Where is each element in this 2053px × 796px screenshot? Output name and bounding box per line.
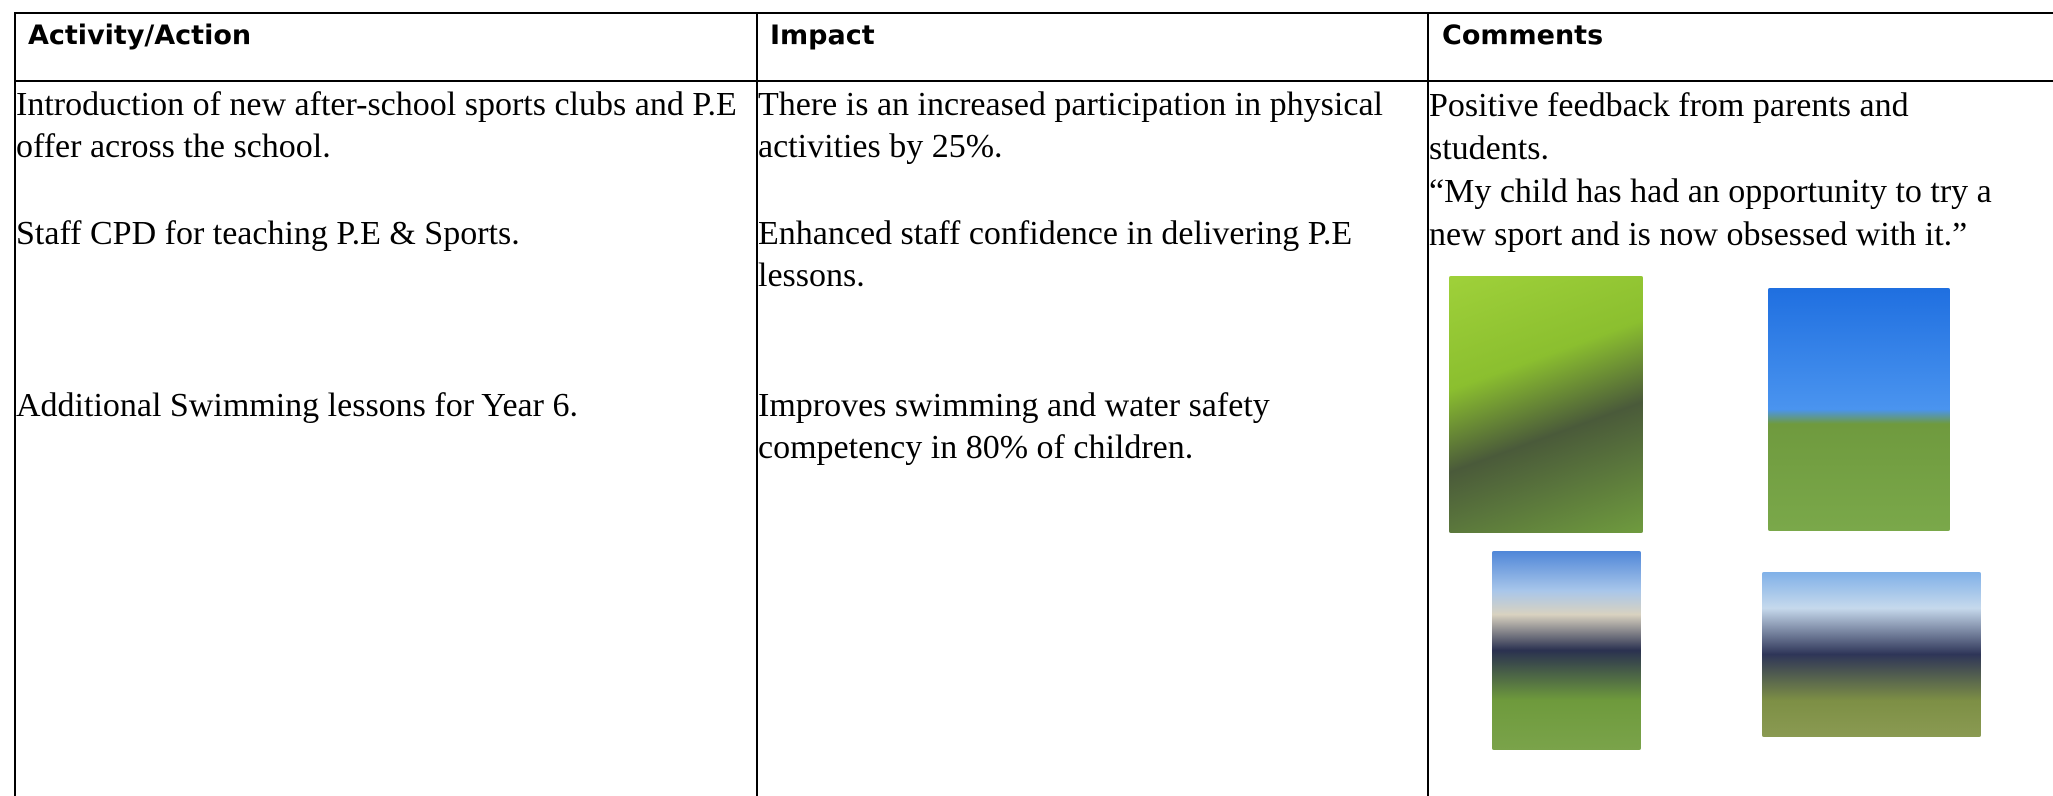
comment: “My child has had an opportunity to try …: [1429, 170, 2053, 256]
header-cell: Impact: [770, 20, 875, 51]
border: [14, 80, 2053, 82]
impact: Enhanced staff confidence in delivering …: [758, 213, 1420, 297]
photo: [1492, 551, 1641, 750]
comment: Positive feedback from parents and stude…: [1429, 84, 1949, 170]
table: Activity/Action Impact Comments Introduc…: [0, 0, 2053, 796]
activity: Staff CPD for teaching P.E & Sports.: [16, 213, 746, 255]
header-cell: Comments: [1442, 20, 1603, 51]
border: [14, 12, 2053, 14]
photo: [1762, 572, 1981, 737]
activity: Introduction of new after-school sports …: [16, 84, 746, 168]
photo: [1768, 288, 1950, 531]
activity: Additional Swimming lessons for Year 6.: [16, 385, 746, 427]
impact: Improves swimming and water safety compe…: [758, 385, 1318, 469]
photo: [1449, 276, 1643, 533]
header-cell: Activity/Action: [28, 20, 251, 51]
impact: There is an increased participation in p…: [758, 84, 1420, 168]
